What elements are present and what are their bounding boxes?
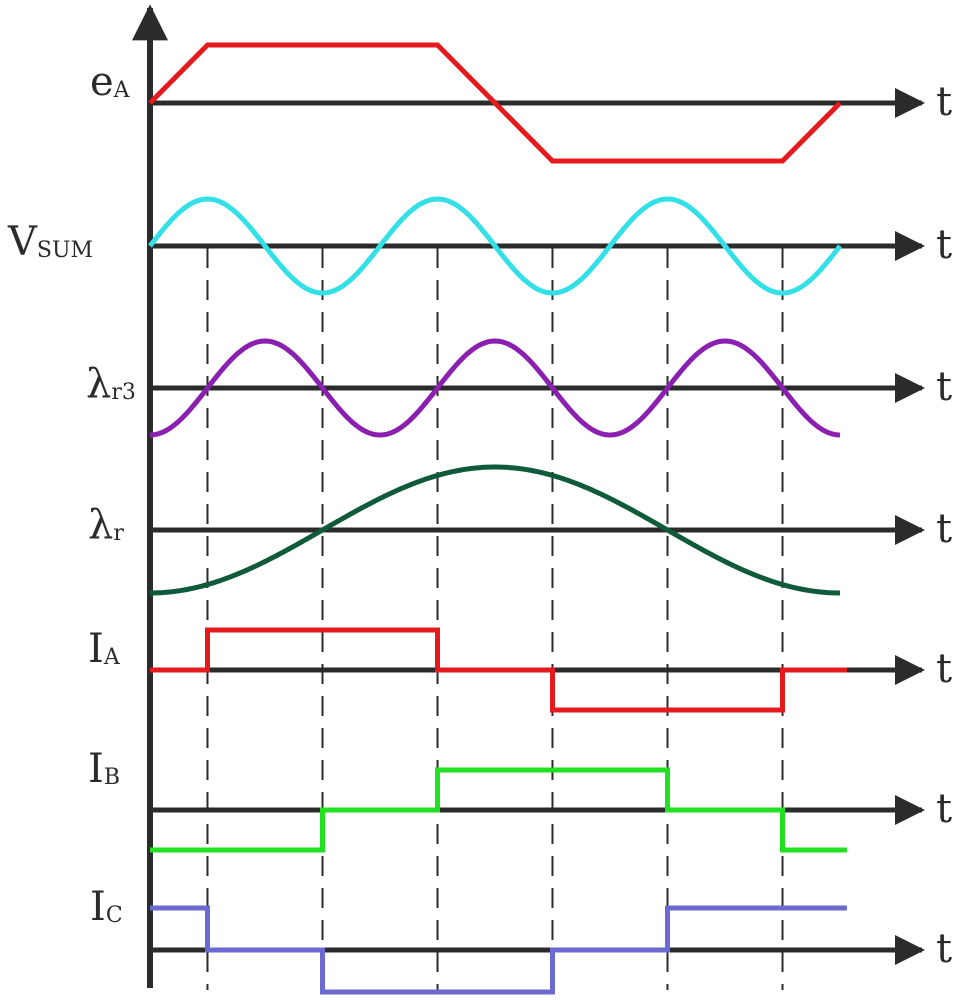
x-axis-label-2: t: [936, 222, 952, 268]
trace-I-C: [150, 905, 847, 995]
dashed-gridlines: [206, 248, 784, 990]
trace-label-3: λr3: [86, 361, 136, 407]
trace-lambda-r: [150, 464, 840, 596]
x-axis-label-1: t: [936, 79, 952, 125]
x-axis-label-6: t: [936, 786, 952, 832]
trace-I-A: [150, 627, 847, 713]
trace-label-7: IC: [90, 884, 123, 930]
trace-labels: eA VSUM λr3 λr IA IB IC: [7, 59, 136, 930]
trace-label-2: VSUM: [7, 219, 93, 265]
trace-V-SUM: [148, 196, 842, 296]
baselines: t t t t t t t: [150, 79, 952, 972]
trace-label-4: λr: [88, 502, 124, 548]
trace-I-B: [150, 767, 847, 853]
trace-label-1: eA: [90, 59, 131, 105]
signal-traces: [148, 42, 847, 995]
trace-e-A: [148, 42, 842, 164]
x-axis-label-7: t: [936, 926, 952, 972]
x-axis-label-5: t: [936, 646, 952, 692]
x-axis-label-3: t: [936, 364, 952, 410]
trace-label-5: IA: [88, 626, 121, 672]
trace-lambda-r3: [149, 338, 841, 438]
x-axis-label-4: t: [936, 506, 952, 552]
trace-label-6: IB: [88, 746, 120, 792]
